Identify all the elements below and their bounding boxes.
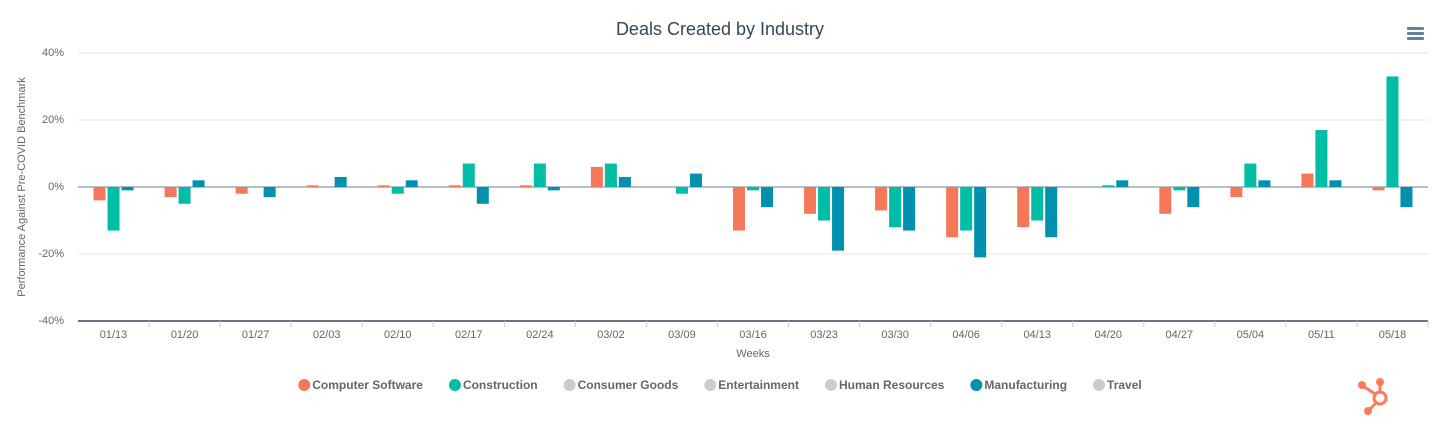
bar — [192, 180, 205, 187]
x-tick-label: 01/27 — [242, 329, 270, 341]
bar — [93, 187, 106, 201]
bar — [235, 187, 248, 194]
bar — [519, 185, 532, 187]
y-tick-label: -40% — [38, 315, 64, 327]
bar — [405, 180, 418, 187]
legend-marker — [824, 379, 837, 391]
legend-marker — [704, 379, 717, 391]
x-axis-label: Weeks — [736, 348, 770, 360]
bar — [818, 187, 831, 221]
y-tick-label: -20% — [38, 248, 64, 260]
legend-label: Construction — [463, 378, 538, 392]
bar — [1230, 187, 1243, 198]
x-tick-label: 02/24 — [526, 329, 554, 341]
bar — [590, 166, 603, 187]
bar — [1031, 187, 1044, 221]
x-tick-label: 04/20 — [1094, 329, 1122, 341]
bar — [1159, 187, 1172, 214]
x-tick-label: 03/30 — [881, 329, 909, 341]
legend-marker — [1093, 379, 1106, 391]
x-tick-label: 03/02 — [597, 329, 625, 341]
x-tick-label: 05/11 — [1308, 329, 1335, 341]
bar — [476, 187, 489, 204]
legend-marker — [298, 379, 311, 391]
legend-marker — [970, 379, 983, 391]
bar — [946, 187, 959, 238]
bar — [832, 187, 845, 251]
x-tick-label: 03/16 — [739, 329, 767, 341]
bar — [733, 187, 745, 231]
x-tick-label: 01/20 — [171, 329, 199, 341]
legend-label: Human Resources — [839, 378, 945, 392]
bar — [1187, 187, 1200, 208]
bar — [1017, 187, 1030, 228]
bar — [1116, 180, 1129, 187]
x-tick-label: 03/23 — [810, 329, 838, 341]
legend-label: Entertainment — [718, 378, 799, 392]
x-tick-label: 02/03 — [313, 329, 341, 341]
bar — [1372, 187, 1385, 191]
bar — [547, 187, 560, 191]
bar — [689, 173, 702, 187]
y-tick-label: 20% — [42, 114, 64, 126]
menu-button[interactable] — [1407, 27, 1424, 40]
legend-label: Travel — [1107, 378, 1142, 392]
x-tick-label: 02/17 — [455, 329, 483, 341]
bar — [604, 163, 617, 187]
bar — [448, 185, 461, 187]
bar — [306, 185, 319, 187]
legend-label: Computer Software — [312, 378, 423, 392]
bar — [377, 185, 390, 187]
hubspot-logo — [1358, 378, 1388, 415]
bar — [804, 187, 817, 214]
x-tick-label: 05/04 — [1237, 329, 1265, 341]
bar — [1315, 130, 1328, 187]
x-tick-label: 05/18 — [1379, 329, 1407, 341]
bar — [164, 187, 177, 198]
bar — [618, 176, 631, 187]
bar — [121, 187, 134, 191]
bar — [107, 187, 120, 231]
bar — [675, 187, 688, 194]
bar — [1045, 187, 1058, 238]
x-tick-label: 02/10 — [384, 329, 412, 341]
bar — [1173, 187, 1186, 191]
bar — [462, 163, 475, 187]
bar — [533, 163, 546, 187]
bar — [761, 187, 773, 208]
bar — [889, 187, 902, 228]
bar — [1102, 185, 1115, 187]
bar — [875, 187, 888, 211]
bar — [903, 187, 916, 231]
bar — [1301, 173, 1314, 187]
bar — [1400, 187, 1413, 208]
y-tick-label: 40% — [42, 47, 64, 59]
x-tick-label: 01/13 — [100, 329, 128, 341]
bar — [1244, 163, 1257, 187]
x-tick-label: 04/27 — [1166, 329, 1194, 341]
bar — [1386, 76, 1399, 187]
y-axis-label: Performance Against Pre-COVID Benchmark — [16, 77, 28, 297]
bar — [1329, 180, 1342, 187]
legend-label: Consumer Goods — [578, 378, 679, 392]
legend-marker — [563, 379, 576, 391]
chart-title: Deals Created by Industry — [616, 19, 824, 39]
x-tick-label: 04/06 — [952, 329, 980, 341]
bar — [263, 187, 276, 198]
bar — [960, 187, 973, 231]
bar — [178, 187, 191, 204]
legend-marker — [448, 379, 461, 391]
bar — [747, 187, 759, 191]
y-tick-label: 0% — [48, 181, 64, 193]
bar — [974, 187, 987, 258]
legend-label: Manufacturing — [984, 378, 1067, 392]
bar — [334, 176, 347, 187]
x-tick-label: 03/09 — [668, 329, 696, 341]
bar — [391, 187, 404, 194]
bar — [1258, 180, 1271, 187]
x-tick-label: 04/13 — [1023, 329, 1051, 341]
